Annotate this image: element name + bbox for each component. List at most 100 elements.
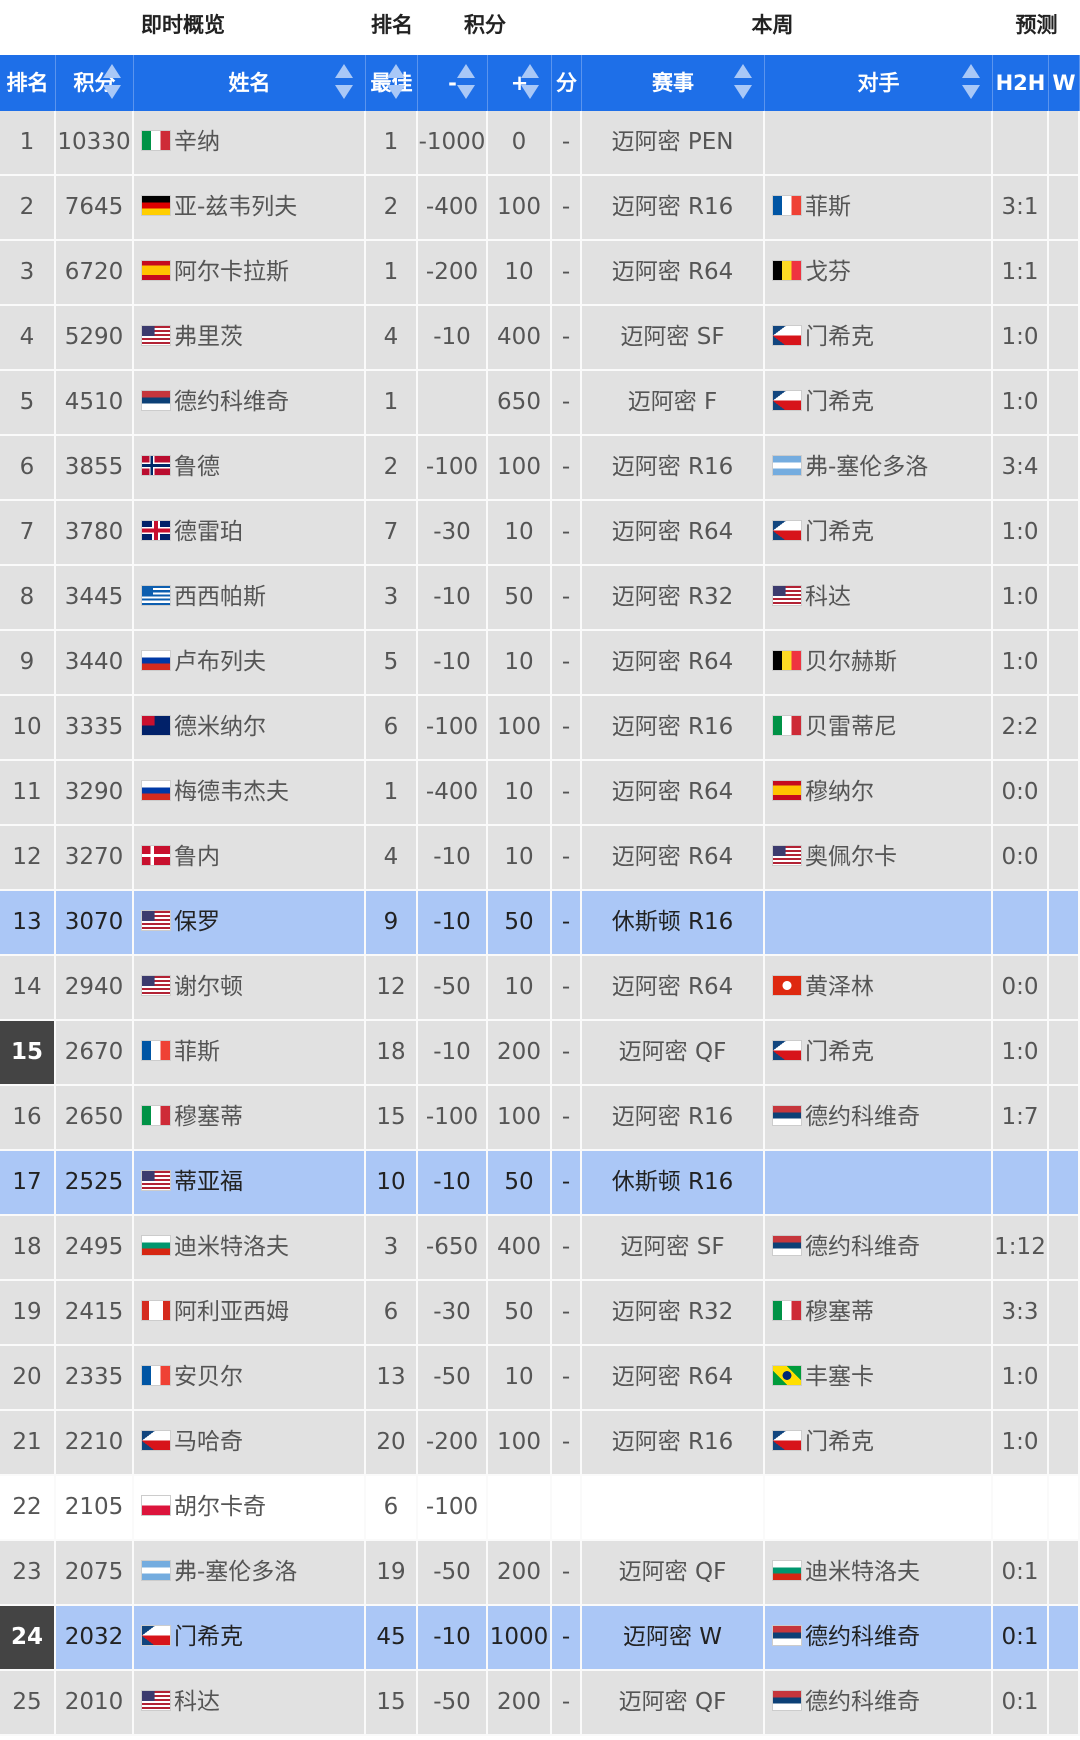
table-cell xyxy=(1049,956,1080,1019)
table-cell: -200 xyxy=(418,241,488,304)
h2h: 1:0 xyxy=(1001,324,1039,350)
table-row[interactable]: 24 2032 门希克 45 -10 1000- 迈阿密 W 德约科维奇 0:1 xyxy=(0,1606,1080,1671)
table-row[interactable]: 1 10330 辛纳 1 -1000 0 - 迈阿密 PEN xyxy=(0,111,1080,176)
best-rank: 15 xyxy=(376,1689,406,1715)
points-gain: 1000 xyxy=(489,1624,549,1650)
table-cell: 7645 xyxy=(56,176,134,239)
table-row[interactable]: 19 2415 阿利亚西姆 6 -30 50 - 迈阿密 R32 穆塞蒂 3:3 xyxy=(0,1281,1080,1346)
best-rank: 2 xyxy=(383,194,399,220)
table-row[interactable]: 4 5290 弗里茨 4 -10 400- 迈阿密 SF 门希克 1:0 xyxy=(0,306,1080,371)
column-header[interactable]: W xyxy=(1049,55,1080,111)
h2h: 0:0 xyxy=(1001,974,1039,1000)
flag-icon xyxy=(142,456,170,475)
points: 4510 xyxy=(64,389,124,415)
table-row[interactable]: 25 2010 科达 15 -50 200- 迈阿密 QF 德约科维奇 0:1 xyxy=(0,1671,1080,1736)
table-cell: 弗-塞伦多洛 xyxy=(134,1541,366,1604)
column-header[interactable]: 积分 xyxy=(56,55,134,111)
table-cell: 5 xyxy=(0,371,56,434)
table-cell: 9 xyxy=(0,631,56,694)
best-rank: 9 xyxy=(383,909,399,935)
opponent: 奥佩尔卡 xyxy=(805,844,897,870)
table-cell: - xyxy=(552,1281,582,1344)
table-cell: - xyxy=(552,176,582,239)
table-cell: 0:1 xyxy=(993,1541,1049,1604)
table-cell: 2940 xyxy=(56,956,134,1019)
table-row[interactable]: 15 2670 菲斯 18 -10 200- 迈阿密 QF 门希克 1:0 xyxy=(0,1021,1080,1086)
table-row[interactable]: 17 2525 蒂亚福 10 -10 50 - 休斯顿 R16 xyxy=(0,1151,1080,1216)
points-status: - xyxy=(561,194,571,220)
table-cell: 200 xyxy=(488,1021,552,1084)
best-rank: 20 xyxy=(376,1429,406,1455)
points-status: - xyxy=(561,779,571,805)
column-header[interactable]: 赛事 xyxy=(582,55,765,111)
sort-arrow xyxy=(734,85,752,99)
table-cell: 迈阿密 SF xyxy=(582,1216,765,1279)
table-row[interactable]: 10 3335 德米纳尔 6 -100 100- 迈阿密 R16 贝雷蒂尼 2:2 xyxy=(0,696,1080,761)
table-row[interactable]: 8 3445 西西帕斯 3 -10 50 - 迈阿密 R32 科达 1:0 xyxy=(0,566,1080,631)
table-cell: 1 xyxy=(366,761,418,824)
table-cell: -200 xyxy=(418,1411,488,1474)
table-row[interactable]: 12 3270 鲁内 4 -10 10 - 迈阿密 R64 奥佩尔卡 0:0 xyxy=(0,826,1080,891)
h2h: 1:0 xyxy=(1001,1039,1039,1065)
table-row[interactable]: 21 2210 马哈奇 20 -200 100- 迈阿密 R16 门希克 1:0 xyxy=(0,1411,1080,1476)
flag-icon xyxy=(142,1496,170,1515)
table-cell: 门希克 xyxy=(765,501,993,564)
group-header: 本周 xyxy=(751,13,794,37)
table-cell: 0:0 xyxy=(993,761,1049,824)
flag-icon xyxy=(773,846,801,865)
column-header[interactable]: 分 xyxy=(552,55,582,111)
table-row[interactable]: 14 2940 谢尔顿 12 -50 10 - 迈阿密 R64 黄泽林 0:0 xyxy=(0,956,1080,1021)
table-cell: 14 xyxy=(0,956,56,1019)
points-status: - xyxy=(561,649,571,675)
table-cell: 休斯顿 R16 xyxy=(582,1151,765,1214)
table-cell: 13 xyxy=(366,1346,418,1409)
points-status: - xyxy=(561,1104,571,1130)
table-cell: 1 xyxy=(366,111,418,174)
points-status: - xyxy=(561,1429,571,1455)
best-rank: 6 xyxy=(383,714,399,740)
player-name: 马哈奇 xyxy=(174,1429,243,1455)
table-cell: 3070 xyxy=(56,891,134,954)
table-row[interactable]: 7 3780 德雷珀 7 -30 10 - 迈阿密 R64 门希克 1:0 xyxy=(0,501,1080,566)
column-header[interactable]: + xyxy=(488,55,552,111)
table-cell: 德米纳尔 xyxy=(134,696,366,759)
table-row[interactable]: 5 4510 德约科维奇 1 650- 迈阿密 F 门希克 1:0 xyxy=(0,371,1080,436)
points-drop: -400 xyxy=(425,194,479,220)
column-header[interactable]: 最佳 xyxy=(366,55,418,111)
table-row[interactable]: 13 3070 保罗 9 -10 50 - 休斯顿 R16 xyxy=(0,891,1080,956)
table-row[interactable]: 9 3440 卢布列夫 5 -10 10 - 迈阿密 R64 贝尔赫斯 1:0 xyxy=(0,631,1080,696)
table-row[interactable]: 23 2075 弗-塞伦多洛 19 -50 200- 迈阿密 QF 迪米特洛夫 0:1 xyxy=(0,1541,1080,1606)
table-row[interactable]: 18 2495 迪米特洛夫 3 -650 400- 迈阿密 SF 德约科维奇 1:12 xyxy=(0,1216,1080,1281)
points-drop: -10 xyxy=(433,649,471,675)
table-row[interactable]: 3 6720 阿尔卡拉斯 1 -200 10 - 迈阿密 R64 戈芬 1:1 xyxy=(0,241,1080,306)
table-cell: 2 xyxy=(366,436,418,499)
best-rank: 7 xyxy=(383,519,399,545)
player-name: 阿利亚西姆 xyxy=(174,1299,289,1325)
points-drop: -50 xyxy=(433,1559,471,1585)
table-cell xyxy=(1049,631,1080,694)
table-cell: - xyxy=(552,1411,582,1474)
table-cell: 17 xyxy=(0,1151,56,1214)
player-name: 德雷珀 xyxy=(174,519,243,545)
best-rank: 15 xyxy=(376,1104,406,1130)
table-cell xyxy=(1049,1151,1080,1214)
points: 2670 xyxy=(64,1039,124,1065)
points-drop: -10 xyxy=(433,909,471,935)
column-header[interactable]: 对手 xyxy=(765,55,993,111)
column-header[interactable]: - xyxy=(418,55,488,111)
table-cell: 菲斯 xyxy=(134,1021,366,1084)
table-cell: 45 xyxy=(366,1606,418,1669)
event: 迈阿密 PEN xyxy=(611,129,734,155)
table-row[interactable]: 20 2335 安贝尔 13 -50 10 - 迈阿密 R64 丰塞卡 1:0 xyxy=(0,1346,1080,1411)
table-row[interactable]: 11 3290 梅德韦杰夫 1 -400 10 - 迈阿密 R64 穆纳尔 0:0 xyxy=(0,761,1080,826)
column-header[interactable]: 姓名 xyxy=(134,55,366,111)
table-row[interactable]: 22 2105 胡尔卡奇 6 -100 xyxy=(0,1476,1080,1541)
table-cell: 2 xyxy=(0,176,56,239)
column-header[interactable]: 排名 xyxy=(0,55,56,111)
table-row[interactable]: 2 7645 亚-兹韦列夫 2 -400 100- 迈阿密 R16 菲斯 3:1 xyxy=(0,176,1080,241)
points-status: - xyxy=(561,1689,571,1715)
table-row[interactable]: 6 3855 鲁德 2 -100 100- 迈阿密 R16 弗-塞伦多洛 3:4 xyxy=(0,436,1080,501)
column-header[interactable]: H2H xyxy=(993,55,1049,111)
table-cell: - xyxy=(552,566,582,629)
table-row[interactable]: 16 2650 穆塞蒂 15 -100 100- 迈阿密 R16 德约科维奇 1:7 xyxy=(0,1086,1080,1151)
